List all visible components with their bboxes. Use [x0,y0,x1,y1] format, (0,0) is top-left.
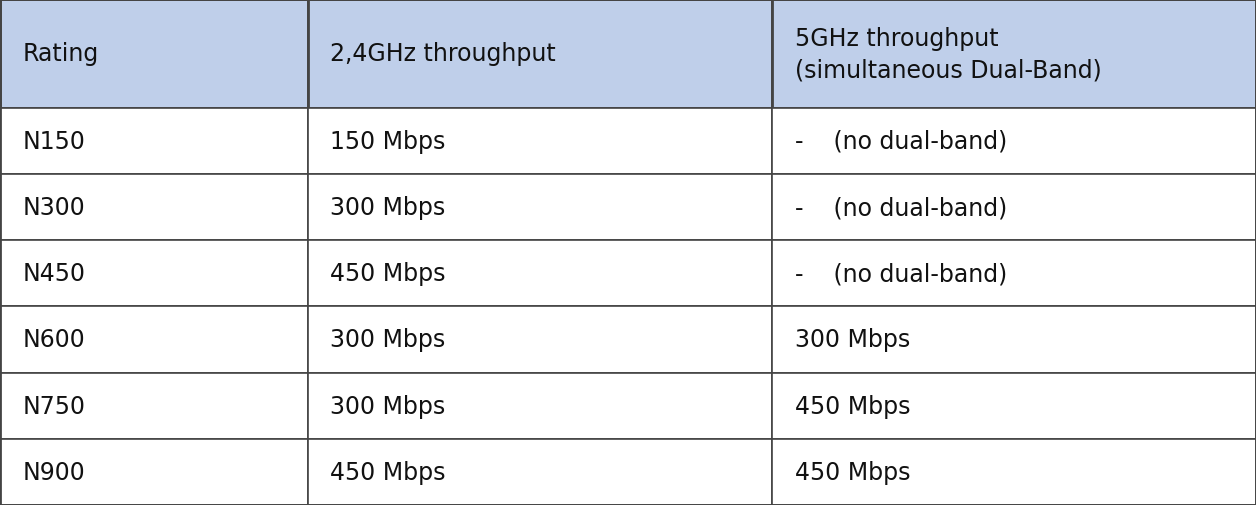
Text: Rating: Rating [23,42,99,66]
Text: 5GHz throughput
(simultaneous Dual-Band): 5GHz throughput (simultaneous Dual-Band) [795,27,1102,82]
FancyBboxPatch shape [772,241,1256,307]
Text: 2,4GHz throughput: 2,4GHz throughput [330,42,556,66]
FancyBboxPatch shape [0,373,308,439]
Text: N600: N600 [23,328,85,352]
FancyBboxPatch shape [772,0,1256,109]
Text: N900: N900 [23,460,85,484]
FancyBboxPatch shape [0,307,308,373]
FancyBboxPatch shape [772,439,1256,505]
Text: -    (no dual-band): - (no dual-band) [795,196,1007,220]
FancyBboxPatch shape [0,439,308,505]
FancyBboxPatch shape [772,109,1256,175]
Text: 300 Mbps: 300 Mbps [330,328,446,352]
FancyBboxPatch shape [0,0,308,109]
Text: 300 Mbps: 300 Mbps [330,394,446,418]
Text: 300 Mbps: 300 Mbps [330,196,446,220]
Text: 450 Mbps: 450 Mbps [795,394,911,418]
Text: 450 Mbps: 450 Mbps [795,460,911,484]
FancyBboxPatch shape [772,373,1256,439]
FancyBboxPatch shape [308,439,772,505]
Text: 450 Mbps: 450 Mbps [330,262,446,286]
Text: -    (no dual-band): - (no dual-band) [795,262,1007,286]
FancyBboxPatch shape [308,175,772,241]
FancyBboxPatch shape [772,307,1256,373]
Text: -    (no dual-band): - (no dual-band) [795,130,1007,154]
FancyBboxPatch shape [308,373,772,439]
FancyBboxPatch shape [308,109,772,175]
Text: N300: N300 [23,196,85,220]
Text: N150: N150 [23,130,85,154]
FancyBboxPatch shape [308,0,772,109]
Text: 300 Mbps: 300 Mbps [795,328,911,352]
FancyBboxPatch shape [308,307,772,373]
FancyBboxPatch shape [0,241,308,307]
Text: N450: N450 [23,262,85,286]
FancyBboxPatch shape [308,241,772,307]
FancyBboxPatch shape [0,175,308,241]
Text: N750: N750 [23,394,85,418]
Text: 450 Mbps: 450 Mbps [330,460,446,484]
FancyBboxPatch shape [772,175,1256,241]
FancyBboxPatch shape [0,109,308,175]
Text: 150 Mbps: 150 Mbps [330,130,446,154]
